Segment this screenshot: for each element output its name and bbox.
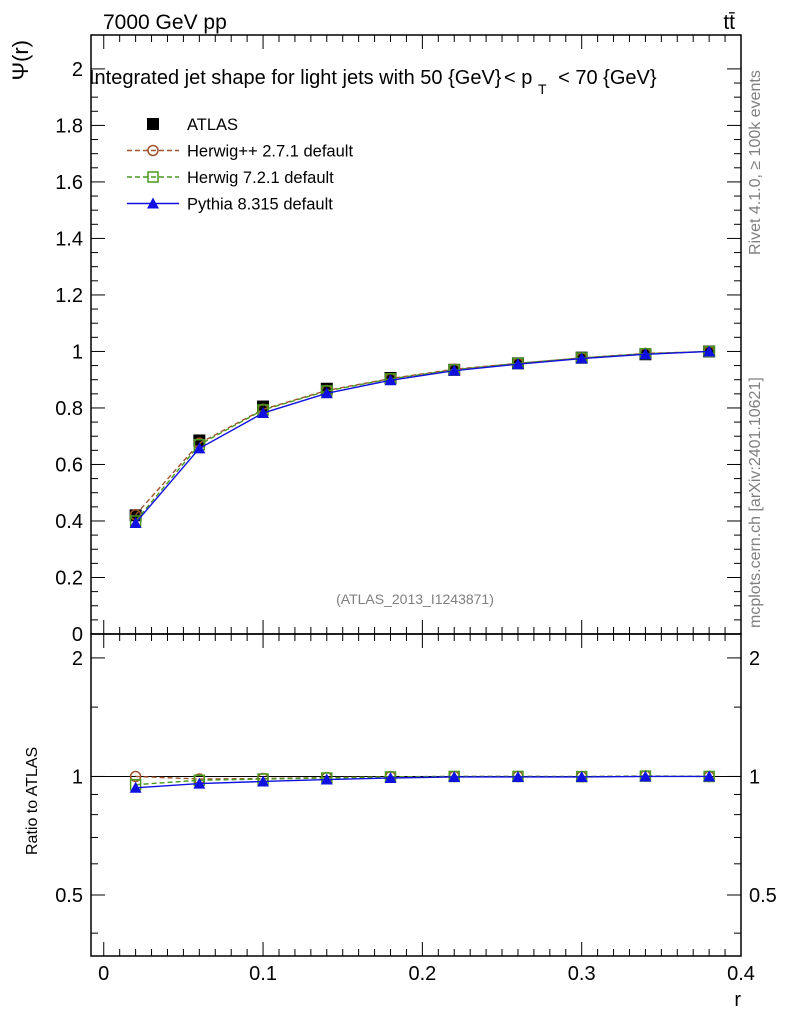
energy-label: 7000 GeV pp (103, 11, 227, 34)
main-y-ticks: 0 0.2 0.4 0.6 0.8 1 1.2 1.4 1.6 1.8 2 (55, 59, 741, 646)
main-y-tick-label: 0.2 (55, 567, 83, 589)
main-y-tick-label: 0.6 (55, 454, 83, 476)
ratio-point-pythia-8-315-default (703, 770, 716, 782)
mcplots-credit-label: mcplots.cern.ch [arXiv:2401.10621] (747, 377, 764, 628)
ratio-series-herwig-7-2-1-default (129, 770, 715, 791)
x-tick-label: 0.4 (727, 963, 755, 985)
legend-marker-pythia-8-315-default (147, 197, 159, 209)
main-point-atlas (257, 400, 270, 413)
x-tick-label: 0.3 (568, 963, 596, 985)
ratio-series-layer (129, 770, 716, 793)
ratio-point-pythia-8-315-default (384, 771, 397, 783)
ratio-point-herwig-2-7-1-default (129, 770, 142, 783)
legend: ATLAS Herwig++ 2.7.1 default Herwig 7.2.1 … (127, 116, 353, 214)
main-point-pythia-8-315-default (639, 348, 652, 360)
main-point-pythia-8-315-default (193, 442, 206, 454)
legend-label-pythia-8-315-default: Pythia 8.315 default (187, 196, 333, 214)
ratio-point-pythia-8-315-default (639, 770, 652, 782)
main-y-tick-label: 1 (72, 341, 83, 363)
legend-marker-atlas (147, 118, 159, 130)
ratio-line-pythia-8-315-default (135, 775, 710, 789)
x-tick-label: 0.1 (249, 963, 277, 985)
main-x-ticks (103, 35, 742, 634)
main-series-herwig-2-7-1-default (129, 345, 715, 521)
ratio-point-pythia-8-315-default (257, 775, 270, 787)
main-y-tick-label: 0.4 (55, 511, 83, 533)
main-y-tick-label: 2 (72, 59, 83, 81)
ratio-y-ticks: 0.5 0.5 1 1 2 2 (55, 648, 777, 934)
ratio-panel-frame (90, 633, 742, 957)
main-point-pythia-8-315-default (384, 374, 397, 386)
ratio-point-pythia-8-315-default (448, 770, 461, 782)
main-y-tick-label: 0 (72, 624, 83, 646)
main-y-tick-label: 0.8 (55, 398, 83, 420)
main-point-pythia-8-315-default (129, 516, 142, 528)
ratio-x-ticks: 0 0.1 0.2 0.3 0.4 (98, 634, 755, 985)
main-series-layer (129, 345, 716, 528)
ratio-series-pythia-8-315-default (129, 770, 716, 793)
ratio-y-tick-label: 1 (72, 766, 83, 788)
x-axis-label: r (734, 989, 741, 1011)
analysis-id: (ATLAS_2013_I1243871) (336, 591, 494, 607)
main-y-axis-label: Ψ(r) (8, 40, 33, 80)
legend-label-atlas: ATLAS (187, 116, 238, 134)
ratio-point-pythia-8-315-default (575, 770, 588, 782)
x-tick-label: 0.2 (408, 963, 436, 985)
ratio-point-pythia-8-315-default (511, 770, 524, 782)
legend-label-herwig-7-2-1-default: Herwig 7.2.1 default (187, 169, 334, 187)
ratio-y-tick-label-right: 2 (749, 648, 760, 670)
main-y-tick-label: 1.2 (55, 285, 83, 307)
main-point-pythia-8-315-default (448, 364, 461, 376)
main-point-pythia-8-315-default (320, 387, 333, 399)
chart-title-rest: < 70 {GeV} (558, 67, 657, 89)
legend-marker-herwig-2-7-1-default (147, 144, 159, 157)
main-panel: 0 0.2 0.4 0.6 0.8 1 1.2 1.4 1.6 1.8 2 Ψ(r) Integra… (8, 34, 742, 646)
main-y-tick-label: 1.4 (55, 228, 83, 250)
main-y-tick-label: 1.6 (55, 172, 83, 194)
rivet-version-label: Rivet 4.1.0, ≥ 100k events (747, 70, 764, 255)
chart-title: Integrated jet shape for light jets with… (89, 67, 657, 99)
ratio-y-tick-label: 2 (72, 648, 83, 670)
ratio-y-tick-label-right: 0.5 (749, 885, 777, 907)
ratio-y-tick-label-right: 1 (749, 766, 760, 788)
main-line-herwig-2-7-1-default (135, 350, 710, 516)
ratio-point-pythia-8-315-default (193, 777, 206, 789)
main-point-pythia-8-315-default (703, 345, 716, 357)
main-point-pythia-8-315-default (575, 352, 588, 364)
ratio-point-pythia-8-315-default (320, 773, 333, 785)
ratio-y-axis-label: Ratio to ATLAS (24, 747, 41, 855)
ratio-point-pythia-8-315-default (129, 781, 142, 793)
chart-title-main: Integrated jet shape for light jets with… (89, 67, 502, 89)
main-point-pythia-8-315-default (257, 407, 270, 419)
main-point-atlas (193, 434, 206, 447)
main-line-pythia-8-315-default (135, 350, 710, 524)
main-point-pythia-8-315-default (511, 358, 524, 370)
ratio-y-tick-label: 0.5 (55, 885, 83, 907)
chart-title-lt: < p (504, 67, 532, 89)
ratio-panel: 0.5 0.51 12 2 0 0.1 0.2 0.3 0.4 Ratio to ATLAS … (24, 633, 777, 1011)
x-tick-label: 0 (98, 963, 109, 985)
legend-marker-herwig-7-2-1-default (147, 171, 159, 183)
chart-title-sub: T (538, 81, 547, 97)
main-series-pythia-8-315-default (129, 345, 716, 528)
main-y-tick-label: 1.8 (55, 115, 83, 137)
legend-label-herwig-2-7-1-default: Herwig++ 2.7.1 default (187, 143, 353, 161)
process-label: tt̄ (723, 11, 735, 34)
